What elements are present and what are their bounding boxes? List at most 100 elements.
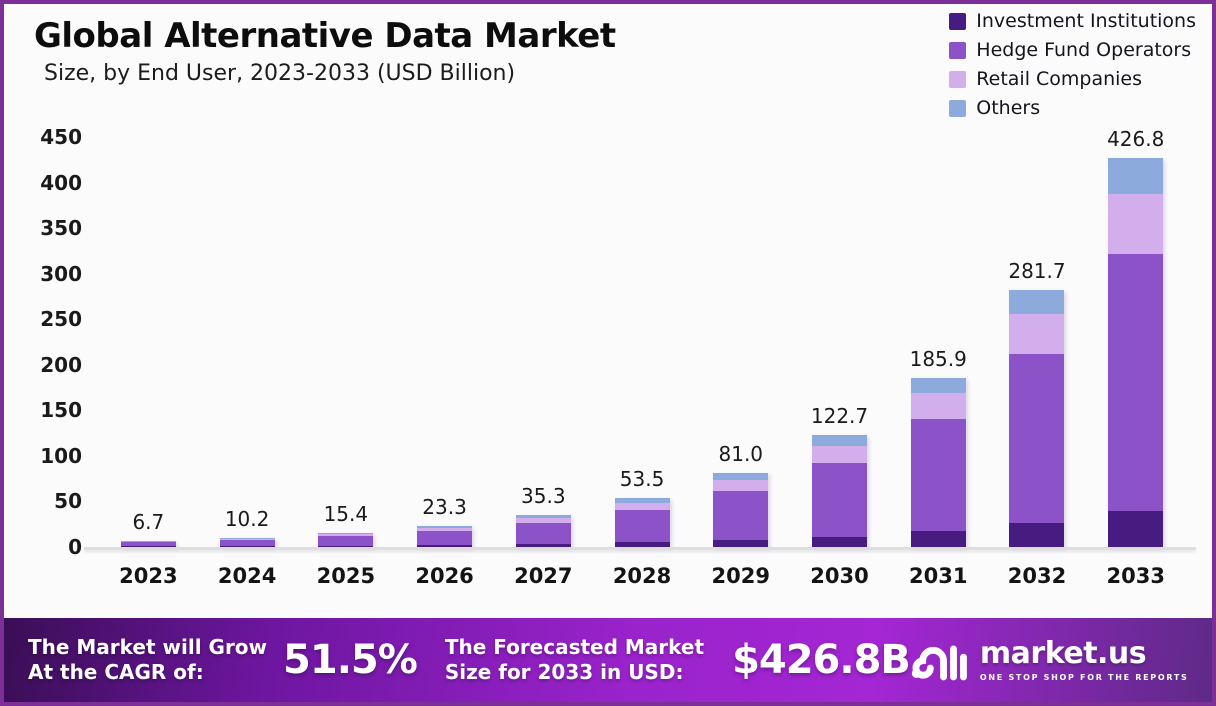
legend-swatch-icon <box>949 12 967 30</box>
chart-header: Global Alternative Data Market Size, by … <box>34 16 616 86</box>
y-tick-label: 250 <box>40 307 82 332</box>
segment-investment-institutions <box>910 531 966 547</box>
segment-hedge-fund-operators <box>812 462 867 537</box>
bar-total-label: 426.8 <box>1107 127 1165 152</box>
segment-retail-companies <box>812 445 867 463</box>
legend-item-others: Others <box>949 97 1196 119</box>
bar-slot-2028: 53.5 <box>593 137 692 547</box>
brand-logo: market.us ONE STOP SHOP FOR THE REPORTS <box>910 633 1189 687</box>
segment-investment-institutions <box>614 542 670 547</box>
segment-retail-companies <box>910 393 966 420</box>
segment-hedge-fund-operators <box>614 510 670 543</box>
segment-retail-companies <box>1108 193 1164 255</box>
bar-total-label: 15.4 <box>323 501 369 526</box>
brand-tagline: ONE STOP SHOP FOR THE REPORTS <box>979 672 1189 682</box>
segment-hedge-fund-operators <box>120 542 176 547</box>
legend-swatch-icon <box>949 70 967 88</box>
segment-retail-companies <box>713 479 769 492</box>
bar-slot-2025: 15.4 <box>296 137 395 547</box>
y-tick-label: 350 <box>40 216 82 241</box>
x-axis-label-2024: 2024 <box>217 564 277 588</box>
bar-2031 <box>910 377 966 547</box>
y-tick-label: 200 <box>40 352 82 377</box>
legend-label: Others <box>976 97 1041 119</box>
forecast-label: The Forecasted Market Size for 2033 in U… <box>445 635 704 685</box>
segment-others <box>1009 290 1065 315</box>
bar-2024 <box>219 537 275 547</box>
segment-hedge-fund-operators <box>713 491 769 541</box>
cagr-label-line1: The Market will Grow <box>28 635 268 659</box>
y-tick-label: 450 <box>40 125 82 149</box>
bar-total-label: 81.0 <box>718 442 764 467</box>
y-tick-label: 0 <box>68 535 82 559</box>
cagr-label-line2: At the CAGR of: <box>28 660 204 684</box>
x-axis-labels: 2023 2024 2025 2026 2027 2028 2029 2030 2031 2032… <box>99 564 1185 588</box>
x-axis-line <box>84 547 1196 550</box>
segment-investment-institutions <box>713 540 769 547</box>
forecast-label-line2: Size for 2033 in USD: <box>444 660 684 684</box>
chart-subtitle: Size, by End User, 2023-2033 (USD Billio… <box>44 60 516 86</box>
segment-others <box>219 537 275 539</box>
bar-2033 <box>1108 158 1164 547</box>
segment-investment-institutions <box>219 546 275 547</box>
segment-retail-companies <box>417 527 473 531</box>
bar-slot-2023: 6.7 <box>99 137 198 547</box>
x-axis-label-2027: 2027 <box>514 564 573 588</box>
bar-total-label: 53.5 <box>619 467 665 492</box>
y-tick-label: 400 <box>40 170 82 195</box>
segment-others <box>910 377 966 394</box>
bar-slot-2031: 185.9 <box>889 137 988 547</box>
x-axis-label-2032: 2032 <box>1007 564 1067 588</box>
legend-swatch-icon <box>949 99 967 117</box>
segment-others <box>120 540 176 542</box>
segment-hedge-fund-operators <box>1108 254 1164 511</box>
forecast-label-line1: The Forecasted Market <box>444 635 705 659</box>
segment-hedge-fund-operators <box>1009 353 1065 524</box>
bar-2027 <box>515 514 571 547</box>
legend-swatch-icon <box>949 41 967 59</box>
bar-slot-2024: 10.2 <box>198 137 297 547</box>
bar-2032 <box>1009 290 1065 547</box>
x-axis-label-2030: 2030 <box>810 564 869 588</box>
y-axis-ticks: 0 50 100 150 200 250 300 350 400 450 <box>12 125 82 559</box>
x-axis-label-2033: 2033 <box>1106 564 1165 588</box>
bar-2030 <box>812 435 867 547</box>
bar-2025 <box>318 533 374 547</box>
bar-slot-2029: 81.0 <box>691 137 790 547</box>
segment-retail-companies <box>1009 314 1065 354</box>
bar-2023 <box>120 540 176 547</box>
segment-others <box>614 498 670 503</box>
cagr-value: 51.5% <box>283 637 418 683</box>
segment-investment-institutions <box>1009 523 1065 547</box>
segment-investment-institutions <box>417 545 473 547</box>
segment-retail-companies <box>219 538 275 541</box>
segment-hedge-fund-operators <box>219 540 275 547</box>
y-tick-label: 300 <box>40 261 82 286</box>
legend-item-investment-institutions: Investment Institutions <box>949 10 1196 32</box>
bar-slot-2026: 23.3 <box>395 137 494 547</box>
x-axis-label-2029: 2029 <box>711 564 770 588</box>
segment-retail-companies <box>318 534 374 537</box>
segment-retail-companies <box>515 517 571 523</box>
bar-total-label: 281.7 <box>1008 259 1066 284</box>
segment-hedge-fund-operators <box>417 530 473 545</box>
segment-retail-companies <box>120 541 176 543</box>
segment-others <box>417 525 473 528</box>
legend-item-retail-companies: Retail Companies <box>949 68 1196 90</box>
bar-slot-2033: 426.8 <box>1086 127 1185 547</box>
footer-banner: The Market will Grow At the CAGR of: 51.… <box>4 618 1212 702</box>
legend-label: Investment Institutions <box>976 10 1196 32</box>
bar-slot-2032: 281.7 <box>988 137 1087 547</box>
bar-2026 <box>417 525 473 547</box>
bar-total-label: 23.3 <box>422 494 467 519</box>
segment-investment-institutions <box>318 545 374 547</box>
x-axis-label-2028: 2028 <box>612 564 672 588</box>
bar-2028 <box>614 498 670 547</box>
bar-total-label: 10.2 <box>224 506 270 531</box>
segment-others <box>318 533 374 535</box>
segment-others <box>713 473 769 480</box>
y-tick-label: 50 <box>54 489 82 514</box>
y-tick-label: 100 <box>40 443 82 468</box>
segment-others <box>812 435 867 446</box>
